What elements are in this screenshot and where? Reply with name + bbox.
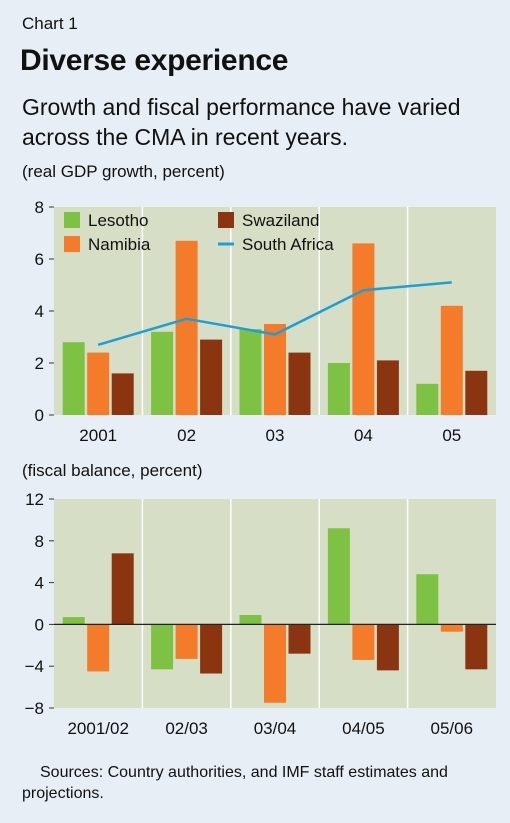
y-tick-label: 8 bbox=[35, 532, 44, 551]
bar-swaziland bbox=[111, 553, 134, 625]
bar-swaziland bbox=[288, 624, 311, 654]
bar-swaziland bbox=[465, 370, 488, 415]
bar-lesotho bbox=[239, 614, 262, 625]
bar-lesotho bbox=[239, 329, 262, 415]
y-tick-label: 4 bbox=[35, 302, 44, 321]
bar-namibia bbox=[175, 240, 198, 415]
legend-label-south-africa: South Africa bbox=[242, 235, 334, 254]
legend-label-namibia: Namibia bbox=[88, 235, 151, 254]
bar-namibia bbox=[87, 352, 110, 415]
x-tick-label: 04 bbox=[354, 426, 373, 445]
legend-swatch-lesotho bbox=[64, 212, 80, 228]
gdp-unit-label: (real GDP growth, percent) bbox=[22, 162, 225, 181]
sources-note: Sources: Country authorities, and IMF st… bbox=[22, 764, 448, 802]
x-tick-label: 03/04 bbox=[254, 719, 297, 738]
chart-title: Diverse experience bbox=[20, 44, 289, 77]
x-tick-label: 03 bbox=[266, 426, 285, 445]
bar-namibia bbox=[352, 243, 375, 415]
bar-swaziland bbox=[288, 352, 311, 415]
bar-swaziland bbox=[200, 624, 223, 674]
bar-lesotho bbox=[62, 617, 85, 625]
bar-namibia bbox=[264, 624, 286, 703]
chart-number-label: Chart 1 bbox=[22, 14, 78, 33]
x-tick-label: 05/06 bbox=[431, 719, 474, 738]
bar-namibia bbox=[87, 624, 110, 672]
y-tick-label: 4 bbox=[35, 574, 44, 593]
chart-subtitle: Growth and fiscal performance have varie… bbox=[22, 94, 461, 150]
y-tick-label: 0 bbox=[35, 615, 44, 634]
fiscal-unit-label: (fiscal balance, percent) bbox=[22, 461, 203, 480]
bar-lesotho bbox=[151, 331, 174, 415]
bar-lesotho bbox=[416, 574, 439, 625]
bar-lesotho bbox=[416, 383, 439, 415]
x-tick-label: 2001 bbox=[79, 426, 117, 445]
legend-label-swaziland: Swaziland bbox=[242, 211, 320, 230]
y-tick-label: −4 bbox=[25, 657, 44, 676]
y-tick-label: 0 bbox=[35, 406, 44, 425]
bar-swaziland bbox=[376, 624, 399, 671]
bar-swaziland bbox=[376, 360, 399, 415]
bar-lesotho bbox=[327, 528, 350, 625]
x-tick-label: 04/05 bbox=[342, 719, 385, 738]
x-tick-label: 05 bbox=[442, 426, 461, 445]
bar-namibia bbox=[440, 305, 463, 415]
x-tick-label: 2001/02 bbox=[67, 719, 128, 738]
legend-swatch-namibia bbox=[64, 236, 80, 252]
bar-lesotho bbox=[62, 342, 85, 415]
legend-label-lesotho: Lesotho bbox=[88, 211, 149, 230]
bar-swaziland bbox=[200, 339, 223, 415]
bar-namibia bbox=[175, 624, 198, 659]
bar-namibia bbox=[440, 624, 463, 632]
y-tick-label: 8 bbox=[35, 198, 44, 217]
legend-swatch-swaziland bbox=[218, 212, 234, 228]
y-tick-label: 12 bbox=[25, 490, 44, 509]
x-tick-label: 02 bbox=[177, 426, 196, 445]
bar-namibia bbox=[264, 324, 286, 415]
y-tick-label: 6 bbox=[35, 250, 44, 269]
x-tick-label: 02/03 bbox=[165, 719, 208, 738]
bar-lesotho bbox=[327, 363, 350, 415]
bar-swaziland bbox=[465, 624, 488, 670]
y-tick-label: −8 bbox=[25, 699, 44, 718]
bar-lesotho bbox=[151, 624, 174, 670]
bar-namibia bbox=[352, 624, 375, 660]
bar-swaziland bbox=[111, 373, 134, 415]
y-tick-label: 2 bbox=[35, 354, 44, 373]
